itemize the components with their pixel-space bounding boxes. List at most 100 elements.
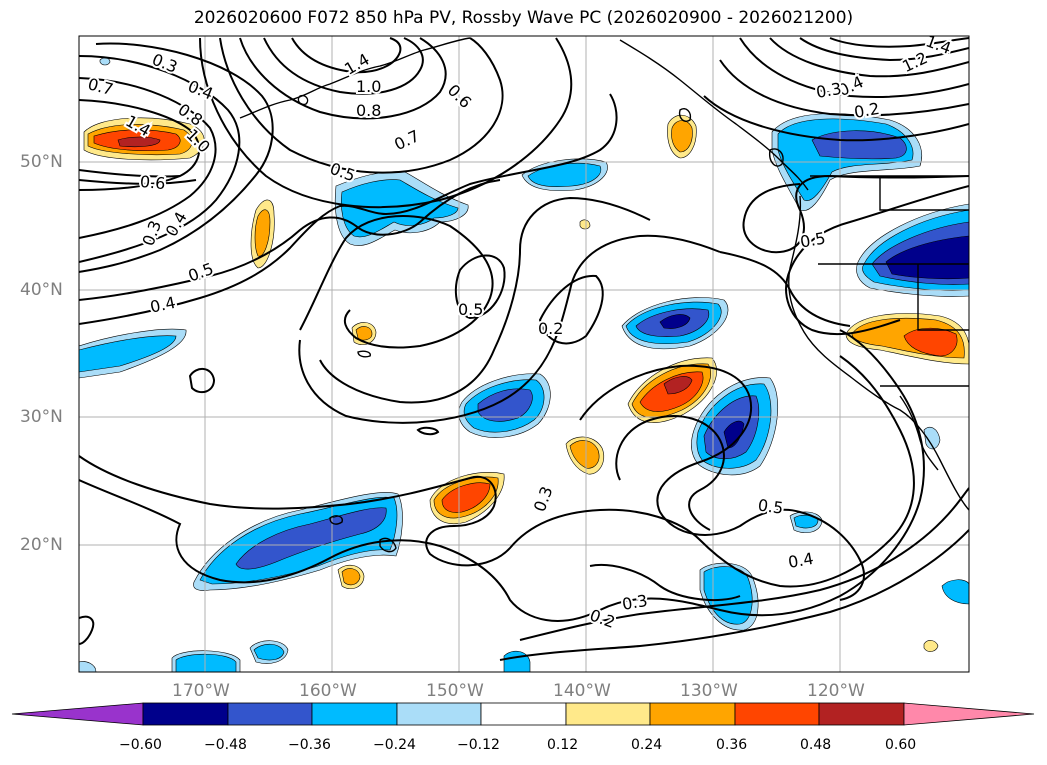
lon-label: 130°W bbox=[680, 681, 738, 701]
colorbar-extend-right bbox=[903, 702, 1035, 726]
negative-anomaly-patch bbox=[79, 661, 97, 672]
state-border bbox=[917, 264, 969, 331]
positive-anomaly-patch bbox=[569, 440, 600, 469]
negative-anomaly-patch bbox=[923, 427, 941, 450]
negative-anomaly-patch bbox=[811, 130, 907, 160]
colorbar-swatch bbox=[818, 702, 905, 726]
pv-contours bbox=[79, 37, 969, 661]
contour-line bbox=[219, 37, 504, 174]
positive-anomaly-patch bbox=[99, 57, 111, 66]
lat-label: 40°N bbox=[20, 280, 63, 300]
contour-line bbox=[703, 95, 969, 142]
island bbox=[357, 350, 371, 358]
lon-label: 170°W bbox=[172, 681, 230, 701]
contour-line bbox=[742, 174, 969, 254]
colorbar-swatch bbox=[565, 702, 651, 726]
colorbar-swatch bbox=[311, 702, 398, 726]
contour-line bbox=[769, 37, 969, 78]
colorbar-tick-label: 0.24 bbox=[631, 737, 663, 753]
coastline-us-west bbox=[788, 195, 969, 511]
contour-line bbox=[416, 426, 440, 436]
contour-line bbox=[299, 215, 494, 349]
colorbar-swatch bbox=[480, 702, 567, 726]
island bbox=[768, 148, 784, 167]
contour-line bbox=[79, 355, 915, 588]
contour-line bbox=[263, 37, 424, 95]
contour-line bbox=[291, 37, 402, 74]
positive-anomaly-patch bbox=[671, 120, 693, 153]
colorbar-swatch bbox=[396, 702, 482, 726]
negative-anomaly-patch bbox=[79, 335, 177, 373]
contour-line bbox=[589, 564, 741, 602]
contour-label: 0.5 bbox=[757, 495, 785, 517]
contour-line bbox=[454, 254, 506, 320]
contour-label: 0.5 bbox=[458, 300, 483, 319]
positive-anomaly-patch bbox=[923, 640, 939, 652]
colorbar-tick-label: 0.12 bbox=[547, 737, 579, 753]
colorbar-tick-label: −0.12 bbox=[457, 737, 500, 753]
colorbar-swatch bbox=[734, 702, 820, 726]
negative-anomaly-patch bbox=[793, 514, 819, 529]
contour-line bbox=[79, 42, 274, 273]
lat-label: 50°N bbox=[20, 152, 63, 172]
positive-anomaly-patch bbox=[341, 568, 361, 586]
island bbox=[678, 108, 692, 122]
colorbar-tick-label: −0.60 bbox=[119, 737, 162, 753]
colorbar-tick-label: 0.60 bbox=[885, 737, 917, 753]
negative-anomaly-patch bbox=[235, 507, 387, 570]
state-border bbox=[879, 176, 969, 211]
shaded-anomaly-patches bbox=[79, 57, 969, 672]
negative-anomaly-patch bbox=[941, 579, 969, 605]
coastline-alaska bbox=[239, 37, 471, 119]
contour-line bbox=[799, 37, 969, 62]
contour-line bbox=[79, 99, 200, 191]
contour-label: 0.6 bbox=[139, 172, 166, 193]
contour-line bbox=[719, 59, 969, 117]
lat-label: 30°N bbox=[20, 407, 63, 427]
contour-line bbox=[239, 37, 447, 120]
coastlines bbox=[239, 37, 969, 553]
island bbox=[329, 515, 343, 525]
lon-label: 140°W bbox=[553, 681, 611, 701]
colorbar-swatch bbox=[142, 702, 229, 726]
positive-anomaly-patch bbox=[355, 326, 373, 341]
positive-anomaly-patch bbox=[117, 136, 161, 148]
contour-line bbox=[538, 274, 604, 345]
contour-line bbox=[79, 93, 618, 325]
contour-line bbox=[79, 55, 241, 263]
colorbar-tick-label: 0.36 bbox=[716, 737, 748, 753]
island bbox=[297, 94, 309, 106]
contour-line bbox=[79, 329, 925, 622]
negative-anomaly-patch bbox=[659, 314, 691, 329]
contour-line bbox=[79, 179, 197, 185]
colorbar-extend-left bbox=[11, 702, 144, 726]
colorbar-swatch bbox=[649, 702, 736, 726]
lat-label: 20°N bbox=[20, 535, 63, 555]
contour-line bbox=[519, 487, 969, 641]
contour-label: 0.2 bbox=[538, 319, 563, 338]
contour-line bbox=[188, 368, 216, 394]
map-border bbox=[78, 35, 970, 673]
contour-line bbox=[785, 185, 969, 336]
map-title: 2026020600 F072 850 hPa PV, Rossby Wave … bbox=[193, 8, 854, 28]
contour-label: 0.8 bbox=[356, 101, 381, 120]
positive-anomaly-patch bbox=[441, 482, 491, 513]
positive-anomaly-patch bbox=[903, 327, 958, 357]
negative-anomaly-patch bbox=[253, 643, 285, 661]
colorbar-tick-label: −0.48 bbox=[204, 737, 247, 753]
coastline-baja bbox=[899, 395, 939, 471]
island bbox=[379, 537, 397, 553]
colorbar-tick-label: −0.36 bbox=[288, 737, 331, 753]
colorbar bbox=[11, 702, 1035, 726]
colorbar-tick-label: 0.48 bbox=[800, 737, 832, 753]
negative-anomaly-patch bbox=[477, 388, 533, 422]
positive-anomaly-patch bbox=[254, 209, 271, 257]
negative-anomaly-patch bbox=[175, 653, 237, 672]
contour-line bbox=[319, 196, 651, 404]
contour-line bbox=[579, 364, 865, 601]
contour-line bbox=[739, 37, 969, 99]
negative-anomaly-patch bbox=[341, 179, 459, 238]
contour-line bbox=[298, 234, 721, 424]
positive-anomaly-patch bbox=[663, 376, 693, 395]
